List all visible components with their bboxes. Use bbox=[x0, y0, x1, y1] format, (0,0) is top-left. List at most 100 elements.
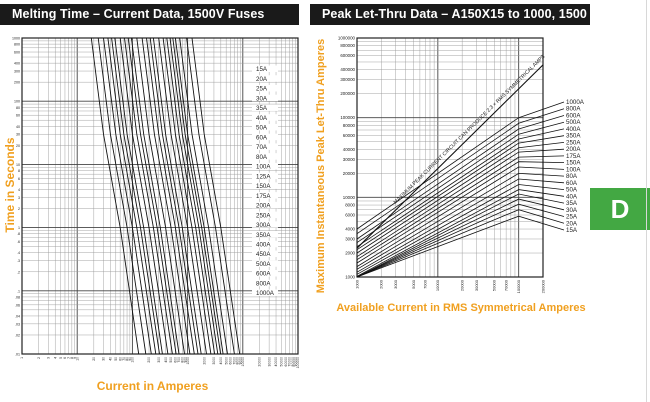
series-label-bg bbox=[252, 201, 278, 209]
x-tick-label: 600 bbox=[174, 357, 178, 363]
series-label-150a: 150A bbox=[256, 183, 271, 190]
y-tick-label: 60 bbox=[16, 114, 20, 118]
series-line-100a bbox=[356, 166, 565, 267]
y-tick-label: 6000 bbox=[345, 213, 355, 218]
x-tick-label: 500 bbox=[169, 357, 173, 363]
x-tick-label: 20000 bbox=[460, 279, 465, 291]
x-tick-label: 1000 bbox=[354, 279, 359, 289]
x-tick-label: 700 bbox=[177, 357, 181, 363]
y-tick-label: .3 bbox=[17, 259, 20, 263]
y-tick-label: 20 bbox=[16, 144, 20, 148]
x-tick-label: 2000 bbox=[202, 357, 206, 365]
series-line-400a bbox=[356, 128, 565, 248]
x-tick-label: 20 bbox=[92, 357, 96, 361]
y-tick-label: .03 bbox=[15, 322, 20, 326]
x-tick-label: 4 bbox=[53, 357, 57, 359]
y-tick-label: .8 bbox=[17, 232, 20, 236]
x-tick-label: 20000 bbox=[258, 357, 262, 367]
y-tick-label: .06 bbox=[15, 303, 20, 307]
x-tick-label: 3000 bbox=[393, 279, 398, 289]
x-tick-label: 100000 bbox=[296, 357, 300, 368]
series-curve-400a bbox=[169, 37, 219, 355]
series-label-50a: 50A bbox=[566, 187, 578, 194]
x-tick-label: 5000 bbox=[411, 279, 416, 289]
series-label-400a: 400A bbox=[256, 242, 271, 249]
series-label-15a: 15A bbox=[256, 66, 268, 73]
x-tick-label: 40 bbox=[109, 357, 113, 361]
x-tick-label: 6 bbox=[63, 357, 67, 359]
series-label-35a: 35A bbox=[256, 105, 268, 112]
y-tick-label: 800 bbox=[14, 43, 20, 47]
y-tick-label: 30000 bbox=[343, 157, 356, 162]
series-label-175a: 175A bbox=[256, 193, 271, 200]
y-tick-label: .6 bbox=[17, 240, 20, 244]
melting-time-x-axis-label: Current in Amperes bbox=[96, 379, 209, 393]
series-label-40a: 40A bbox=[256, 115, 268, 122]
x-tick-label: 1 bbox=[20, 357, 24, 359]
x-tick-label: 200 bbox=[147, 357, 151, 363]
x-tick-label: 7000 bbox=[232, 357, 236, 365]
series-line-25a bbox=[356, 203, 565, 278]
page-edge-divider bbox=[646, 0, 647, 402]
x-tick-label: 60 bbox=[118, 357, 122, 361]
series-label-bg bbox=[252, 123, 278, 131]
x-tick-label: 400 bbox=[164, 357, 168, 363]
series-label-30a: 30A bbox=[256, 95, 268, 102]
x-tick-label: 80000 bbox=[291, 357, 295, 367]
series-label-100a: 100A bbox=[566, 166, 581, 173]
x-tick-label: 50 bbox=[114, 357, 118, 361]
series-line-30a bbox=[356, 198, 565, 278]
series-label-bg bbox=[252, 289, 278, 296]
series-label-bg bbox=[252, 221, 278, 228]
series-label-60a: 60A bbox=[566, 180, 578, 187]
series-label-400a: 400A bbox=[566, 126, 581, 133]
y-tick-label: 2000 bbox=[345, 251, 355, 256]
series-curve-250a bbox=[158, 37, 207, 355]
y-tick-label: 100000 bbox=[340, 115, 355, 120]
x-tick-label: 90 bbox=[128, 357, 132, 361]
y-tick-label: 80 bbox=[16, 106, 20, 110]
x-tick-label: 80 bbox=[125, 357, 129, 361]
y-tick-label: 800000 bbox=[340, 43, 355, 48]
x-tick-label: 30 bbox=[102, 357, 106, 361]
series-curve-70a bbox=[127, 37, 177, 355]
melting-time-title: Melting Time – Current Data, 1500V Fuses bbox=[12, 7, 265, 21]
series-curve-350a bbox=[166, 37, 216, 355]
y-tick-label: 600 bbox=[14, 51, 20, 55]
series-curve-15a bbox=[90, 37, 140, 355]
series-curve-40a bbox=[114, 37, 163, 355]
series-label-175a: 175A bbox=[566, 153, 581, 160]
x-tick-label: 10000 bbox=[435, 279, 440, 291]
x-tick-label: 9 bbox=[73, 357, 77, 359]
x-tick-label: 6000 bbox=[229, 357, 233, 365]
x-tick-label: 40000 bbox=[274, 357, 278, 367]
x-tick-label: 100 bbox=[131, 357, 135, 363]
series-label-bg bbox=[252, 250, 278, 258]
x-tick-label: 3 bbox=[47, 357, 51, 359]
y-tick-label: 100 bbox=[14, 100, 20, 104]
series-curve-150a bbox=[146, 37, 195, 355]
melting-time-title-banner: Melting Time – Current Data, 1500V Fuses bbox=[0, 4, 299, 25]
y-tick-label: 400000 bbox=[340, 67, 355, 72]
x-tick-label: 8000 bbox=[236, 357, 240, 365]
x-tick-label: 2 bbox=[37, 357, 41, 359]
plot-frame bbox=[21, 37, 299, 355]
y-tick-label: 60000 bbox=[343, 133, 356, 138]
series-label-800a: 800A bbox=[256, 280, 271, 287]
series-curve-500a bbox=[174, 37, 224, 355]
series-label-1000a: 1000A bbox=[566, 99, 585, 106]
series-label-60a: 60A bbox=[256, 134, 268, 141]
series-label-bg bbox=[252, 162, 278, 170]
series-curve-1000a bbox=[191, 37, 241, 355]
series-curve-300a bbox=[162, 37, 212, 355]
series-label-50a: 50A bbox=[256, 125, 268, 132]
y-tick-label: 4000 bbox=[345, 227, 355, 232]
x-tick-label: 70000 bbox=[288, 357, 292, 367]
x-tick-label: 4000 bbox=[219, 357, 223, 365]
x-tick-label: 10000 bbox=[241, 357, 245, 367]
x-tick-label: 50000 bbox=[280, 357, 284, 367]
x-tick-label: 70000 bbox=[504, 279, 509, 291]
y-tick-label: .2 bbox=[17, 270, 20, 274]
x-tick-label: 900 bbox=[183, 357, 187, 363]
plot-frame bbox=[356, 37, 544, 278]
